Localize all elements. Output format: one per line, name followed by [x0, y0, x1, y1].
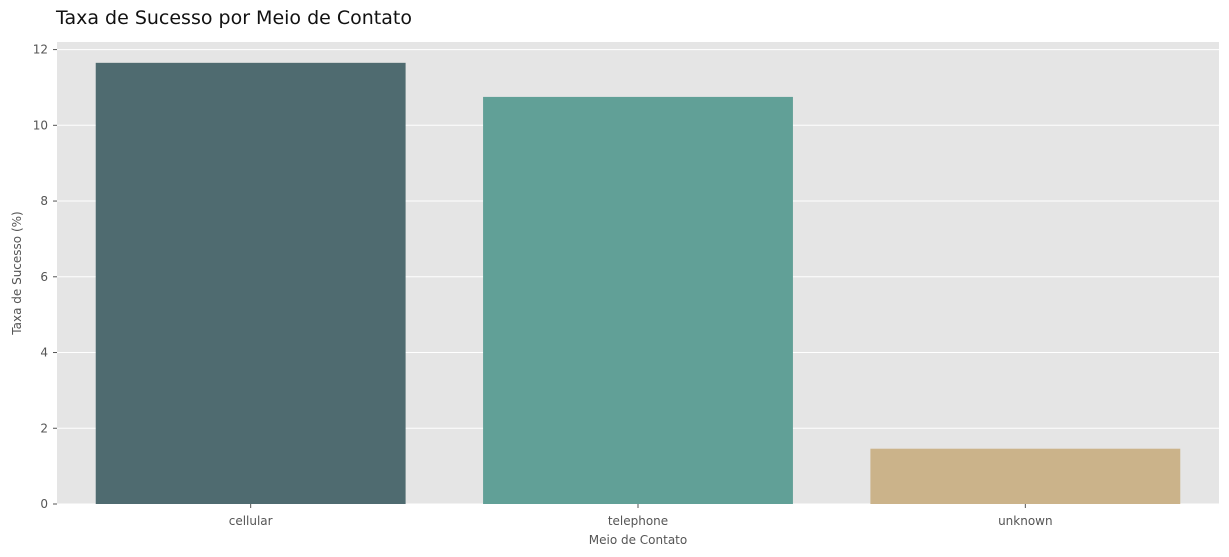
y-tick-label: 12	[33, 43, 48, 57]
y-tick-label: 0	[40, 497, 48, 511]
y-tick-label: 8	[40, 194, 48, 208]
bars	[95, 62, 1181, 504]
chart-title: Taxa de Sucesso por Meio de Contato	[56, 7, 412, 29]
y-tick-label: 6	[40, 270, 48, 284]
x-tick-label-telephone: telephone	[608, 514, 668, 528]
bar-cellular	[95, 62, 406, 504]
x-axis-ticks: cellular telephone unknown	[229, 504, 1053, 528]
y-axis-ticks: 0 2 4 6 8 10 12	[33, 43, 57, 511]
x-axis-label: Meio de Contato	[589, 533, 687, 547]
x-tick-label-cellular: cellular	[229, 514, 273, 528]
bar-unknown	[870, 448, 1181, 504]
y-tick-label: 2	[40, 421, 48, 435]
y-tick-label: 10	[33, 118, 48, 132]
y-axis-label: Taxa de Sucesso (%)	[10, 211, 24, 335]
x-tick-label-unknown: unknown	[998, 514, 1053, 528]
bar-telephone	[483, 96, 793, 504]
y-tick-label: 4	[40, 346, 48, 360]
